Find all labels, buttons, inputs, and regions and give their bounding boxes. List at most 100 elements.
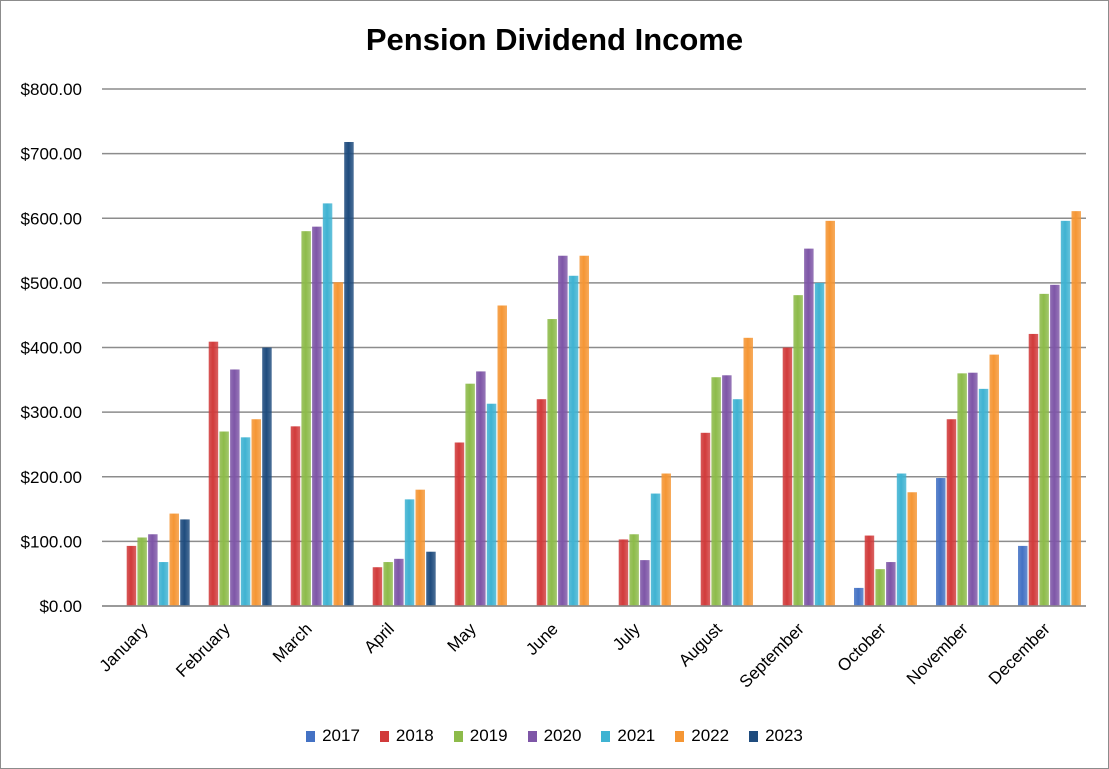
bar-2018-december — [1028, 333, 1039, 606]
bar-2019-february — [219, 431, 229, 606]
bar-2019-january — [137, 537, 147, 606]
y-tick-label: $800.00 — [21, 80, 82, 99]
y-tick-label: $200.00 — [21, 468, 82, 487]
bar-2022-june — [579, 255, 589, 607]
legend-item: 2021 — [601, 726, 655, 746]
bar-2021-august — [732, 399, 743, 606]
bar-2023-january — [180, 519, 190, 606]
legend-label: 2022 — [691, 726, 730, 745]
bar-2020-october — [886, 562, 896, 606]
y-tick-label: $400.00 — [21, 339, 82, 358]
legend-item: 2022 — [675, 726, 729, 746]
bar-2022-april — [415, 489, 425, 606]
bar-2020-september — [804, 248, 814, 606]
bar-2020-february — [230, 369, 240, 606]
bar-2021-june — [568, 275, 579, 606]
legend-label: 2019 — [469, 726, 508, 745]
bar-2017-october — [854, 587, 864, 606]
bar-2021-july — [650, 493, 661, 606]
bar-2020-march — [312, 226, 322, 606]
x-tick-label: January — [96, 619, 153, 676]
x-tick-label: August — [675, 619, 726, 670]
bar-2023-february — [262, 347, 272, 606]
bar-2021-may — [486, 403, 497, 606]
bar-2021-february — [240, 437, 251, 606]
legend-label: 2017 — [322, 726, 360, 745]
bar-2017-november — [936, 478, 946, 606]
bar-2022-november — [989, 354, 999, 606]
bar-2018-april — [372, 567, 383, 606]
x-tick-label: May — [444, 619, 480, 655]
x-tick-label: February — [172, 619, 234, 681]
bar-2020-july — [640, 560, 650, 606]
bar-2018-july — [618, 539, 629, 606]
bar-2018-february — [208, 341, 219, 606]
x-tick-label: March — [269, 619, 316, 666]
bar-2017-december — [1018, 545, 1028, 606]
bar-2022-october — [907, 492, 917, 606]
bar-2018-march — [290, 426, 301, 606]
y-tick-label: $300.00 — [21, 403, 82, 422]
y-tick-label: $500.00 — [21, 274, 82, 293]
legend-item: 2017 — [306, 726, 360, 746]
bar-2018-august — [700, 432, 711, 606]
bar-2020-november — [968, 372, 978, 606]
bar-2023-march — [344, 141, 354, 606]
bar-2018-november — [946, 419, 957, 606]
bar-2021-march — [322, 203, 333, 607]
bar-2021-april — [404, 499, 415, 606]
bar-2019-december — [1039, 293, 1049, 606]
bar-2019-august — [711, 377, 721, 606]
bar-2023-april — [426, 551, 436, 606]
bar-2020-june — [558, 255, 568, 607]
x-tick-label: November — [903, 619, 972, 688]
bar-2022-may — [497, 305, 507, 606]
bar-2022-february — [251, 419, 261, 606]
bar-2021-december — [1060, 220, 1071, 606]
legend-swatch — [675, 730, 685, 742]
legend-label: 2018 — [395, 726, 434, 745]
bar-2019-april — [383, 562, 393, 606]
legend-swatch — [527, 730, 537, 742]
bar-2019-october — [875, 569, 885, 606]
chart-legend: 2017 2018 2019 2020 2021 2022 2023 — [0, 726, 1109, 746]
bar-2021-october — [896, 473, 907, 606]
bar-2018-october — [864, 535, 875, 606]
legend-swatch — [601, 730, 611, 742]
bar-2022-december — [1071, 211, 1081, 607]
x-tick-label: September — [736, 619, 808, 691]
legend-item: 2020 — [527, 726, 582, 746]
bar-2022-march — [333, 282, 343, 606]
x-tick-label: April — [360, 619, 397, 656]
bar-2018-may — [454, 442, 465, 606]
bar-2022-july — [661, 473, 671, 606]
bar-2021-september — [814, 282, 825, 606]
y-tick-label: $700.00 — [21, 145, 82, 164]
y-tick-label: $100.00 — [21, 532, 82, 551]
legend-item: 2019 — [453, 726, 508, 746]
bar-2021-january — [158, 562, 169, 606]
legend-label: 2021 — [617, 726, 656, 745]
legend-swatch — [379, 730, 389, 742]
bar-2020-april — [394, 558, 404, 606]
legend-item: 2018 — [379, 726, 434, 746]
bar-2018-january — [126, 545, 137, 606]
bar-2018-june — [536, 399, 547, 606]
bar-2019-november — [957, 373, 967, 606]
legend-label: 2020 — [543, 726, 582, 745]
x-tick-label: October — [834, 619, 890, 675]
chart-title: Pension Dividend Income — [365, 22, 744, 57]
legend-item: 2023 — [749, 726, 803, 746]
x-tick-label: December — [985, 619, 1054, 688]
bar-2020-december — [1050, 284, 1060, 606]
x-tick-label: June — [522, 619, 562, 659]
bar-2019-september — [793, 295, 803, 606]
bar-2020-august — [722, 375, 732, 606]
legend-label: 2023 — [765, 726, 803, 745]
y-tick-label: $0.00 — [39, 597, 82, 616]
y-tick-label: $600.00 — [21, 209, 82, 228]
bar-2019-july — [629, 534, 639, 606]
bar-2018-september — [782, 347, 793, 606]
bar-2022-august — [743, 337, 753, 606]
